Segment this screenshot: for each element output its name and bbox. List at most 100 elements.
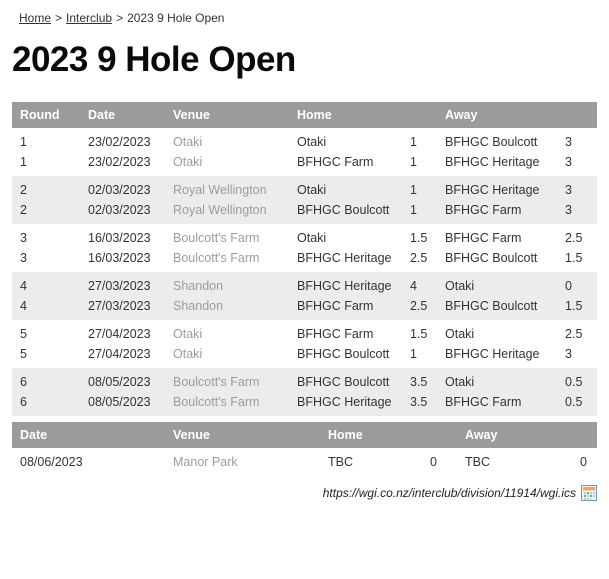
away-cell: BFHGC Boulcott (445, 251, 538, 265)
calendar-icon[interactable] (581, 485, 597, 501)
away-cell: BFHGC Boulcott (445, 135, 538, 149)
away-score-cell: 3 (565, 203, 572, 217)
away-score-cell: 2.5 (565, 231, 583, 245)
away-score-cell: 1.5 (565, 251, 583, 265)
home-score-cell: 1.5 (410, 231, 428, 245)
home-cell: BFHGC Heritage (297, 251, 392, 265)
date-cell: 02/03/2023 (88, 203, 151, 217)
away-cell: Otaki (445, 375, 475, 389)
venue-header: Venue (165, 422, 320, 448)
away-header: Away (437, 102, 598, 128)
venue-cell: Otaki (173, 155, 203, 169)
away-header: Away (457, 422, 598, 448)
breadcrumb: Home > Interclub >2023 9 Hole Open (0, 0, 609, 25)
table-row: 1 23/02/2023 Otaki Otaki 1 BFHGC Boulcott 3 (12, 128, 597, 152)
table-row: 5 27/04/2023 Otaki BFHGC Boulcott 1 BFHGC Her… (12, 344, 597, 368)
away-cell: Otaki (445, 327, 475, 341)
table-row: 08/06/2023 Manor Park TBC 0 TBC 0 (12, 448, 597, 476)
home-score-cell: 4 (410, 279, 417, 293)
venue-cell: Otaki (173, 135, 203, 149)
home-header: Home (289, 102, 438, 128)
venue-cell: Boulcott's Farm (173, 395, 260, 409)
home-cell: Otaki (297, 231, 327, 245)
round-header: Round (12, 102, 80, 128)
date-cell: 08/05/2023 (88, 375, 151, 389)
round-group-1: 1 23/02/2023 Otaki Otaki 1 BFHGC Boulcott 3 1 2… (12, 128, 597, 176)
table-row: 2 02/03/2023 Royal Wellington BFHGC Boulcot… (12, 200, 597, 224)
venue-cell: Royal Wellington (173, 183, 267, 197)
away-cell: BFHGC Farm (445, 395, 522, 409)
home-cell: BFHGC Farm (297, 327, 374, 341)
away-score-cell: 0 (580, 455, 587, 469)
round-cell: 4 (20, 279, 27, 293)
away-cell: BFHGC Farm (445, 231, 522, 245)
away-cell: TBC (465, 455, 491, 469)
away-score-cell: 0.5 (565, 395, 583, 409)
results-table: Round Date Venue Home Away 1 23/02/2023 Ot… (12, 102, 598, 416)
date-cell: 27/03/2023 (88, 279, 151, 293)
table-row: 2 02/03/2023 Royal Wellington Otaki 1 BFHGC H… (12, 176, 597, 200)
breadcrumb-link-home[interactable]: Home (19, 11, 52, 25)
away-score-cell: 2.5 (565, 327, 583, 341)
away-cell: Otaki (445, 279, 475, 293)
home-score-cell: 0 (430, 455, 437, 469)
home-score-cell: 3.5 (410, 395, 428, 409)
round-group-2: 2 02/03/2023 Royal Wellington Otaki 1 BFHGC H… (12, 176, 598, 224)
home-cell: Otaki (297, 135, 327, 149)
date-cell: 23/02/2023 (88, 135, 151, 149)
home-cell: TBC (328, 455, 353, 469)
away-score-cell: 3 (565, 183, 572, 197)
away-score-cell: 3 (565, 135, 572, 149)
home-header: Home (320, 422, 458, 448)
home-cell: Otaki (297, 183, 327, 197)
date-cell: 16/03/2023 (88, 231, 151, 245)
home-cell: BFHGC Heritage (297, 395, 392, 409)
table-row: 3 16/03/2023 Boulcott's Farm BFHGC Heritage… (12, 248, 597, 272)
table-row: 5 27/04/2023 Otaki BFHGC Farm 1.5 Otaki 2.5 (12, 320, 597, 344)
round-group-5: 5 27/04/2023 Otaki BFHGC Farm 1.5 Otaki 2.5 5 2… (12, 320, 597, 368)
table-row: 6 08/05/2023 Boulcott's Farm BFHGC Boulcott… (12, 368, 597, 392)
home-score-cell: 1 (410, 183, 417, 197)
venue-cell: Boulcott's Farm (173, 231, 260, 245)
round-cell: 3 (20, 231, 27, 245)
round-cell: 3 (20, 251, 27, 265)
date-cell: 08/06/2023 (20, 455, 83, 469)
table-row: 4 27/03/2023 Shandon BFHGC Farm 2.5 BFHGC Bou… (12, 296, 597, 320)
venue-cell: Royal Wellington (173, 203, 267, 217)
table-row: 1 23/02/2023 Otaki BFHGC Farm 1 BFHGC Heritag… (12, 152, 597, 176)
away-score-cell: 0 (565, 279, 572, 293)
ics-url: https://wgi.co.nz/interclub/division/119… (322, 486, 576, 500)
date-cell: 16/03/2023 (88, 251, 151, 265)
venue-cell: Otaki (173, 347, 203, 361)
date-cell: 27/04/2023 (88, 327, 151, 341)
round-cell: 2 (20, 203, 27, 217)
round-cell: 6 (20, 375, 27, 389)
date-cell: 02/03/2023 (88, 183, 151, 197)
breadcrumb-link-interclub[interactable]: Interclub (66, 11, 113, 25)
final-group: 08/06/2023 Manor Park TBC 0 TBC 0 (12, 448, 597, 476)
results-table-header: Round Date Venue Home Away (12, 102, 598, 128)
away-cell: BFHGC Farm (445, 203, 522, 217)
home-cell: BFHGC Boulcott (297, 203, 390, 217)
round-cell: 5 (20, 327, 27, 341)
home-cell: BFHGC Heritage (297, 279, 392, 293)
round-cell: 5 (20, 347, 27, 361)
final-table: Date Venue Home Away 08/06/2023 Manor Par… (12, 422, 598, 476)
away-score-cell: 0.5 (565, 375, 583, 389)
venue-cell: Shandon (173, 299, 224, 313)
home-cell: BFHGC Boulcott (297, 375, 390, 389)
home-score-cell: 1.5 (410, 327, 428, 341)
venue-cell: Manor Park (173, 455, 238, 469)
away-cell: BFHGC Heritage (445, 183, 540, 197)
away-score-cell: 3 (565, 347, 572, 361)
date-cell: 27/04/2023 (88, 347, 151, 361)
away-score-cell: 3 (565, 155, 572, 169)
venue-cell: Boulcott's Farm (173, 251, 260, 265)
home-score-cell: 2.5 (410, 299, 428, 313)
venue-cell: Boulcott's Farm (173, 375, 260, 389)
round-cell: 1 (20, 135, 27, 149)
home-score-cell: 1 (410, 203, 417, 217)
date-header: Date (80, 102, 165, 128)
away-cell: BFHGC Heritage (445, 347, 540, 361)
venue-cell: Otaki (173, 327, 203, 341)
